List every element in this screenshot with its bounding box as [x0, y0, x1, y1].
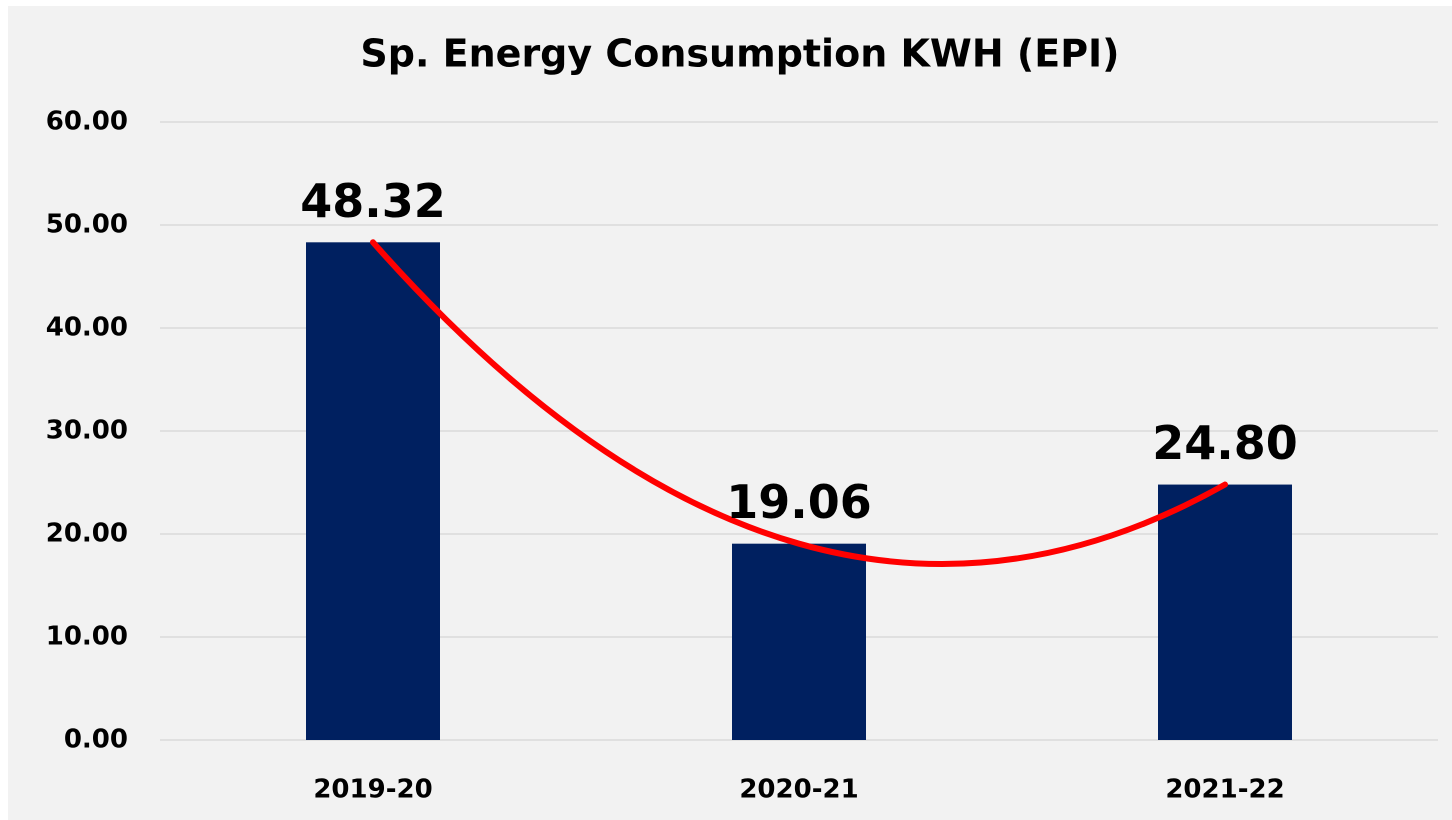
bar	[1158, 484, 1292, 740]
x-tick-label: 2021-22	[1165, 775, 1284, 805]
y-tick-label: 10.00	[46, 622, 128, 652]
data-label: 19.06	[726, 475, 872, 529]
trendline	[370, 239, 1228, 567]
bar	[732, 543, 866, 740]
y-tick-label: 50.00	[46, 210, 128, 240]
y-tick-label: 20.00	[46, 519, 128, 549]
y-tick-label: 40.00	[46, 313, 128, 343]
y-tick-label: 0.00	[64, 725, 128, 755]
y-tick-label: 30.00	[46, 416, 128, 446]
x-tick-label: 2020-21	[739, 775, 858, 805]
data-label: 48.32	[300, 174, 446, 228]
data-label: 24.80	[1152, 416, 1298, 470]
x-tick-label: 2019-20	[313, 775, 432, 805]
y-tick-label: 60.00	[46, 107, 128, 137]
chart-title: Sp. Energy Consumption KWH (EPI)	[360, 32, 1119, 76]
bar	[306, 242, 440, 740]
